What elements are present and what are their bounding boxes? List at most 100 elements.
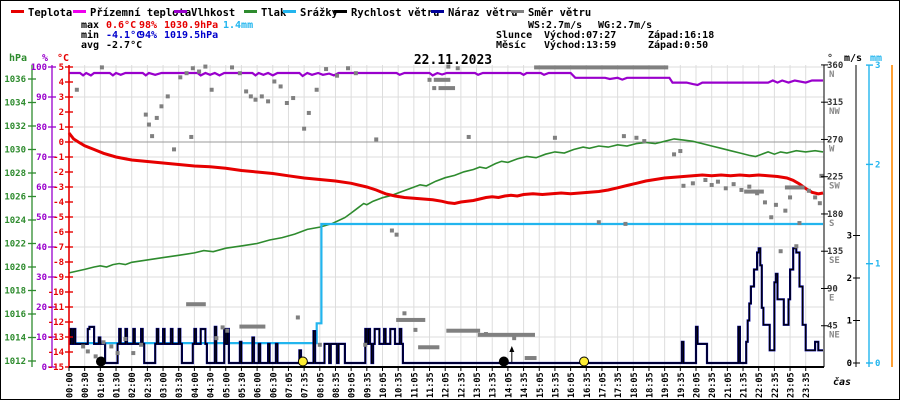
wind-direction-run (396, 317, 426, 322)
x-tick-label: 09:35 (363, 372, 373, 398)
legend-item: Teplota (11, 7, 72, 19)
x-tick-label: 07:35 (301, 372, 311, 398)
stat-value: 1.4mm (223, 20, 253, 31)
x-tick-label: 02:30 (144, 372, 154, 398)
temperature-tick-label: 5 (59, 63, 64, 73)
stat-value: Východ:13:59 (544, 39, 616, 51)
humidity-line (69, 71, 823, 87)
direction-axis-title: ° (827, 53, 833, 64)
precipitation-line (69, 222, 823, 345)
wind-direction-point (778, 249, 783, 254)
wind-direction-point (302, 126, 307, 131)
stat-value: 94% (139, 30, 157, 41)
wind-direction-run (524, 356, 537, 361)
wind-direction-point (353, 71, 358, 76)
stat-value: WS:2.7m/s (528, 20, 582, 31)
wind-direction-run (433, 77, 451, 82)
stat-value: Západ:0:50 (648, 39, 708, 51)
sun-marker (579, 356, 590, 367)
wind-tick-label: 0 (847, 359, 852, 369)
wind-direction-point (446, 64, 451, 69)
legend-item: Směr větru (511, 7, 591, 19)
x-tick-label: 05:00 (222, 372, 232, 398)
x-tick-label: 03:00 (160, 372, 170, 398)
temperature-tick-label: -7 (53, 243, 64, 253)
x-tick-label: 14:05 (504, 372, 514, 398)
pressure-tick-label: 1018 (4, 287, 26, 297)
wind-direction-run (744, 189, 764, 194)
pressure-tick-label: 1020 (4, 263, 26, 273)
moon-marker (498, 346, 515, 367)
wind-direction-point (272, 79, 277, 84)
x-tick-label: 10:35 (395, 372, 405, 398)
direction-tick-letter: E (829, 293, 834, 303)
humidity-tick-label: 0 (42, 363, 47, 373)
x-tick-label: 09:05 (348, 372, 358, 398)
wind-direction-point (189, 134, 194, 139)
wind-direction-point (552, 135, 557, 140)
wind-direction-run (239, 324, 266, 329)
wind-direction-point (237, 71, 242, 76)
temperature-tick-label: 1 (59, 123, 64, 133)
legend-item-label: Teplota (28, 7, 72, 19)
wind-direction-point (512, 336, 517, 341)
wind-direction-point (703, 178, 708, 183)
temperature-tick-label: -12 (48, 318, 64, 328)
direction-tick-label: 360 (827, 61, 843, 71)
legend-swatch-icon (511, 10, 524, 13)
wind-direction-point (101, 340, 106, 345)
pressure-tick-label: 1028 (4, 169, 26, 179)
stat-value: -2.7°C (106, 40, 142, 51)
wind-direction-point (225, 328, 230, 333)
pressure-tick-label: 1032 (4, 122, 26, 132)
wind-direction-point (621, 134, 626, 139)
wind-direction-point (596, 220, 601, 225)
x-tick-label: 04:30 (207, 372, 217, 398)
wind-direction-point (248, 94, 253, 99)
x-tick-label: 01:00 (97, 372, 107, 398)
wind-direction-point (306, 110, 311, 115)
temperature-tick-label: -13 (48, 333, 64, 343)
humidity-tick-label: 50 (36, 213, 47, 223)
x-tick-label: 14:35 (520, 372, 530, 398)
temperature-tick-label: -4 (53, 198, 64, 208)
x-tick-label: 01:30 (113, 372, 123, 398)
wind-direction-point (623, 221, 628, 226)
moon-icon (498, 356, 509, 367)
x-axis: 00:00 00:30 01:00 01:30 02:00 02:30 03:00 03:30… (66, 366, 851, 398)
wind-direction-point (74, 87, 79, 92)
wind-direction-point (788, 195, 793, 200)
x-tick-label: 04:00 (191, 372, 201, 398)
precip-tick-label: 3 (875, 61, 880, 71)
stat-value: Měsíc (496, 39, 526, 51)
wind-tick-label: 1 (847, 317, 852, 327)
humidity-tick-label: 40 (36, 243, 47, 253)
wind-direction-point (642, 139, 647, 144)
wind-direction-point (109, 344, 114, 349)
wind-direction-point (139, 342, 144, 347)
wind-direction-point (794, 244, 799, 249)
temperature-axis-title: °C (57, 53, 69, 64)
humidity-tick-label: 10 (36, 333, 47, 343)
x-tick-label: 18:05 (630, 372, 640, 398)
wind-direction-point (159, 104, 164, 109)
wind-direction-point (715, 179, 720, 184)
wind-direction-point (220, 325, 225, 330)
legend-item: Náraz větru (431, 7, 518, 19)
pressure-tick-label: 1036 (4, 75, 26, 85)
legend-item-label: Náraz větru (448, 7, 518, 19)
stat-value: Západ:16:18 (648, 29, 714, 41)
temperature-axis: °C5 4 3 2 1 0 -1 -2 -3 -4 -5 -6 -7 -8 -9 -10 -11 -12 -13 -1… (48, 53, 73, 373)
wind-direction-point (413, 327, 418, 332)
wind-direction-point (99, 65, 104, 70)
temperature-tick-label: -3 (53, 183, 64, 193)
wind-direction-point (314, 87, 319, 92)
legend-item: Tlak (244, 7, 287, 19)
x-tick-label: 15:35 (551, 372, 561, 398)
temperature-tick-label: -1 (53, 153, 64, 163)
stat-value: 0.6°C (106, 20, 136, 31)
x-tick-label: 06:30 (269, 372, 279, 398)
pressure-tick-label: 1026 (4, 193, 26, 203)
